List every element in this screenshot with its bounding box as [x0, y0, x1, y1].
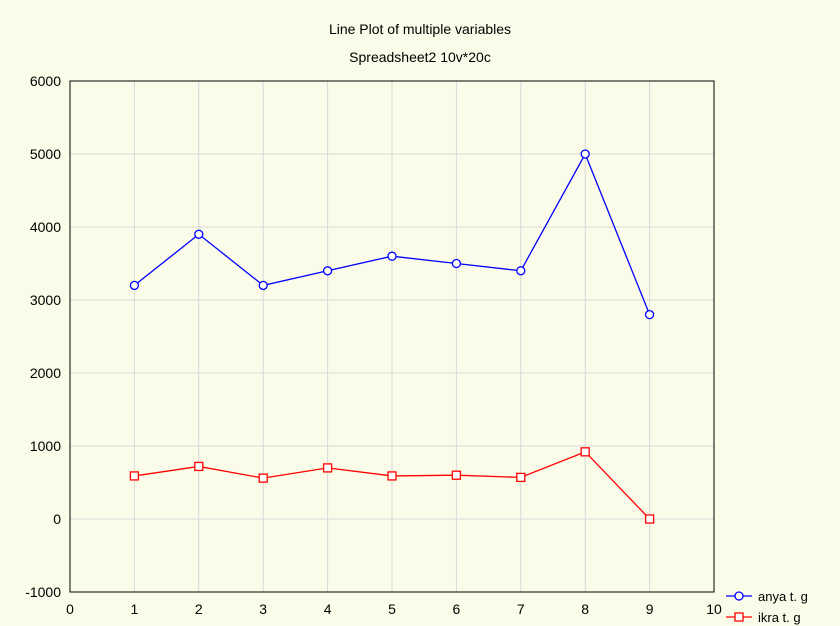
data-point — [387, 471, 397, 481]
y-tick-label: 0 — [53, 511, 61, 527]
x-tick-label: 2 — [195, 601, 203, 617]
y-tick-label: 4000 — [30, 219, 61, 235]
x-tick-label: 9 — [646, 601, 654, 617]
x-tick-label: 4 — [324, 601, 332, 617]
x-tick-label: 8 — [581, 601, 589, 617]
data-point — [387, 251, 397, 261]
y-tick-label: 5000 — [30, 146, 61, 162]
series-1 — [129, 149, 655, 320]
data-point — [194, 461, 204, 472]
x-tick-label: 7 — [517, 601, 525, 617]
plot-area-frame — [69, 80, 715, 593]
data-point — [258, 473, 268, 483]
data-point — [129, 280, 140, 291]
chart-title: Line Plot of multiple variables — [329, 21, 511, 37]
data-point — [129, 471, 140, 481]
series-group — [129, 149, 655, 524]
legend-marker — [734, 591, 744, 601]
data-point — [516, 472, 526, 483]
data-point — [322, 463, 333, 473]
x-tick-label: 6 — [453, 601, 461, 617]
data-point — [451, 470, 462, 480]
axis-ticks: 0 1 2 3 4 5 6 7 8 9 10 -1000 0 1000 2000 3000 4000 5000 60… — [25, 73, 722, 617]
data-point — [644, 514, 655, 524]
x-tick-label: 1 — [131, 601, 139, 617]
data-point — [644, 309, 655, 320]
legend-label: ikra t. g — [758, 610, 801, 625]
grid — [70, 81, 714, 592]
x-tick-label: 0 — [66, 601, 74, 617]
data-point — [258, 280, 268, 291]
data-point — [451, 258, 462, 269]
y-tick-label: 6000 — [30, 73, 61, 89]
series-2 — [129, 447, 655, 524]
y-tick-label: 3000 — [30, 292, 61, 308]
chart-subtitle: Spreadsheet2 10v*20c — [349, 49, 491, 65]
x-tick-label: 10 — [706, 601, 722, 617]
data-point — [580, 447, 590, 457]
legend-marker — [734, 612, 744, 622]
legend: anya t. g ikra t. g — [726, 589, 808, 625]
data-point — [322, 266, 333, 276]
data-point — [516, 266, 526, 276]
x-tick-label: 5 — [388, 601, 396, 617]
data-point — [194, 229, 204, 239]
y-tick-label: 1000 — [30, 438, 61, 454]
y-tick-label: 2000 — [30, 365, 61, 381]
data-point — [580, 149, 590, 159]
x-tick-label: 3 — [259, 601, 267, 617]
legend-label: anya t. g — [758, 589, 808, 604]
y-tick-label: -1000 — [25, 584, 61, 600]
